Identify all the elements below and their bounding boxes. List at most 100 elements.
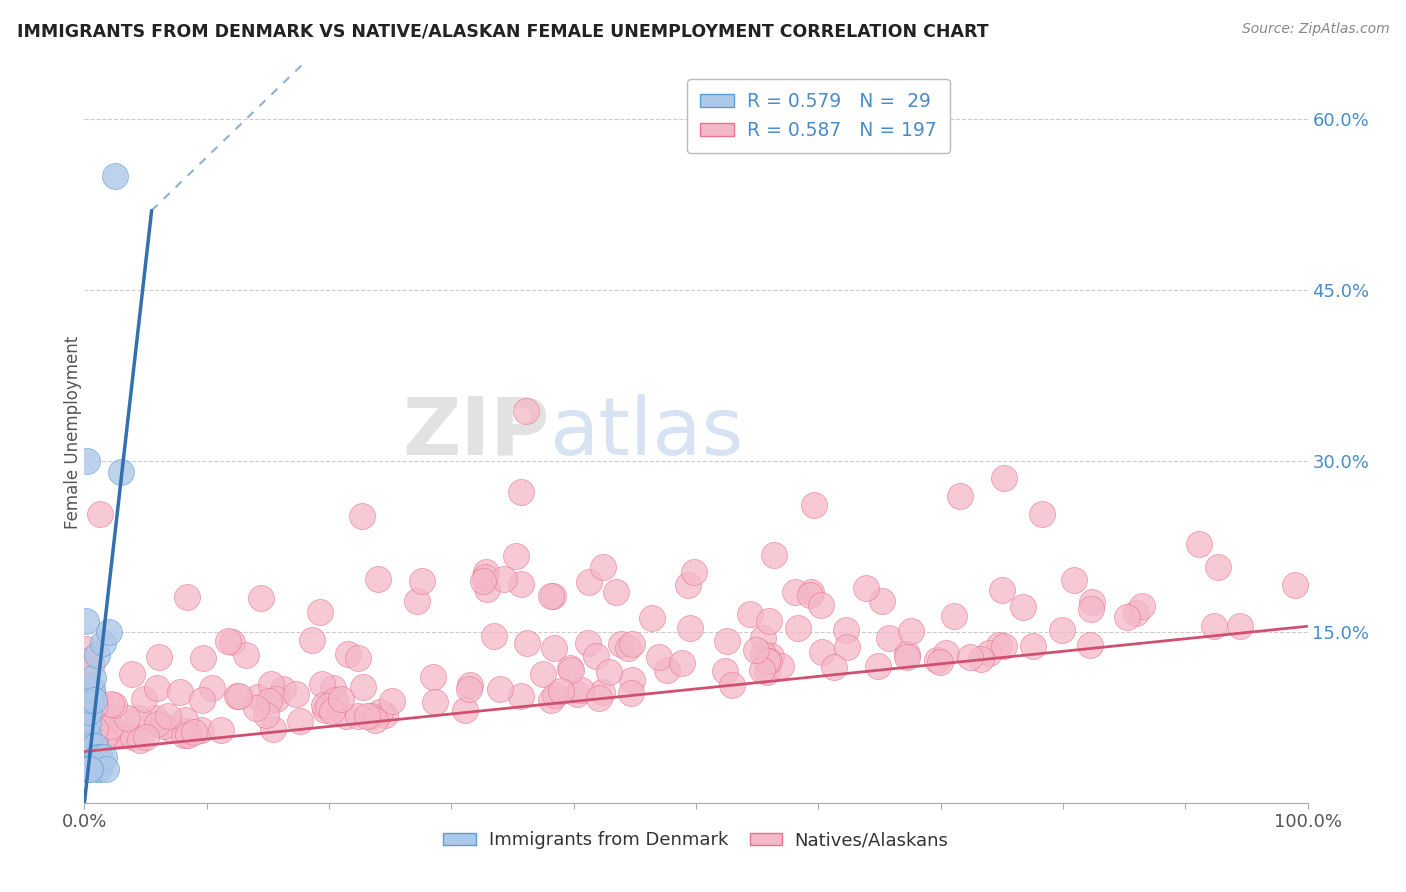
- Point: [484, 629, 506, 643]
- Point: [592, 560, 614, 574]
- Point: [135, 730, 157, 744]
- Point: [80, 685, 103, 699]
- Point: [406, 594, 429, 608]
- Point: [84, 698, 107, 713]
- Point: [578, 574, 600, 589]
- Point: [128, 732, 150, 747]
- Point: [76, 454, 98, 468]
- Point: [1022, 639, 1045, 653]
- Point: [183, 724, 205, 739]
- Point: [935, 646, 957, 660]
- Point: [576, 636, 599, 650]
- Point: [89, 507, 111, 521]
- Point: [993, 471, 1015, 485]
- Point: [1284, 578, 1306, 592]
- Point: [1229, 619, 1251, 633]
- Point: [80, 681, 103, 696]
- Point: [458, 678, 481, 692]
- Point: [475, 566, 498, 580]
- Point: [543, 589, 565, 603]
- Point: [621, 673, 644, 688]
- Point: [75, 723, 97, 737]
- Point: [585, 649, 607, 664]
- Point: [336, 647, 359, 661]
- Point: [335, 709, 357, 723]
- Point: [173, 713, 195, 727]
- Point: [76, 739, 98, 753]
- Point: [531, 666, 554, 681]
- Point: [176, 590, 198, 604]
- Point: [75, 664, 97, 678]
- Point: [83, 722, 105, 736]
- Point: [900, 624, 922, 639]
- Point: [617, 640, 640, 655]
- Point: [855, 581, 877, 595]
- Point: [543, 640, 565, 655]
- Point: [77, 762, 100, 776]
- Point: [169, 685, 191, 699]
- Point: [264, 692, 287, 706]
- Point: [879, 632, 901, 646]
- Legend: Immigrants from Denmark, Natives/Alaskans: Immigrants from Denmark, Natives/Alaskan…: [436, 824, 956, 856]
- Point: [477, 582, 499, 596]
- Point: [1081, 595, 1104, 609]
- Point: [423, 695, 446, 709]
- Point: [160, 722, 183, 736]
- Point: [987, 638, 1010, 652]
- Point: [288, 714, 311, 728]
- Point: [929, 655, 952, 669]
- Point: [1125, 606, 1147, 620]
- Point: [148, 649, 170, 664]
- Point: [756, 654, 779, 668]
- Point: [143, 711, 166, 725]
- Point: [738, 607, 761, 621]
- Point: [752, 647, 775, 661]
- Point: [509, 690, 531, 704]
- Point: [1188, 537, 1211, 551]
- Text: ZIP: ZIP: [402, 393, 550, 472]
- Point: [422, 670, 444, 684]
- Point: [1080, 602, 1102, 616]
- Point: [316, 698, 339, 713]
- Point: [84, 734, 107, 748]
- Point: [200, 681, 222, 695]
- Point: [811, 645, 834, 659]
- Point: [751, 632, 773, 646]
- Point: [977, 646, 1000, 660]
- Point: [1063, 574, 1085, 588]
- Point: [605, 584, 627, 599]
- Point: [221, 635, 243, 649]
- Point: [79, 762, 101, 776]
- Point: [515, 403, 537, 417]
- Point: [679, 621, 702, 635]
- Point: [474, 570, 496, 584]
- Point: [259, 694, 281, 708]
- Point: [411, 574, 433, 589]
- Point: [610, 637, 633, 651]
- Point: [104, 169, 127, 184]
- Point: [89, 750, 111, 764]
- Point: [228, 689, 250, 703]
- Point: [510, 485, 533, 500]
- Point: [75, 679, 97, 693]
- Point: [540, 693, 562, 707]
- Point: [311, 677, 333, 691]
- Point: [127, 711, 149, 725]
- Point: [260, 677, 283, 691]
- Point: [678, 578, 700, 592]
- Point: [716, 634, 738, 648]
- Point: [1031, 507, 1053, 521]
- Point: [190, 723, 212, 737]
- Point: [86, 648, 108, 662]
- Point: [872, 594, 894, 608]
- Point: [176, 728, 198, 742]
- Point: [262, 722, 284, 736]
- Text: IMMIGRANTS FROM DENMARK VS NATIVE/ALASKAN FEMALE UNEMPLOYMENT CORRELATION CHART: IMMIGRANTS FROM DENMARK VS NATIVE/ALASKA…: [17, 22, 988, 40]
- Point: [803, 498, 825, 512]
- Point: [96, 762, 118, 776]
- Point: [641, 611, 664, 625]
- Point: [488, 681, 510, 696]
- Point: [87, 762, 110, 776]
- Point: [77, 705, 100, 719]
- Point: [314, 698, 336, 712]
